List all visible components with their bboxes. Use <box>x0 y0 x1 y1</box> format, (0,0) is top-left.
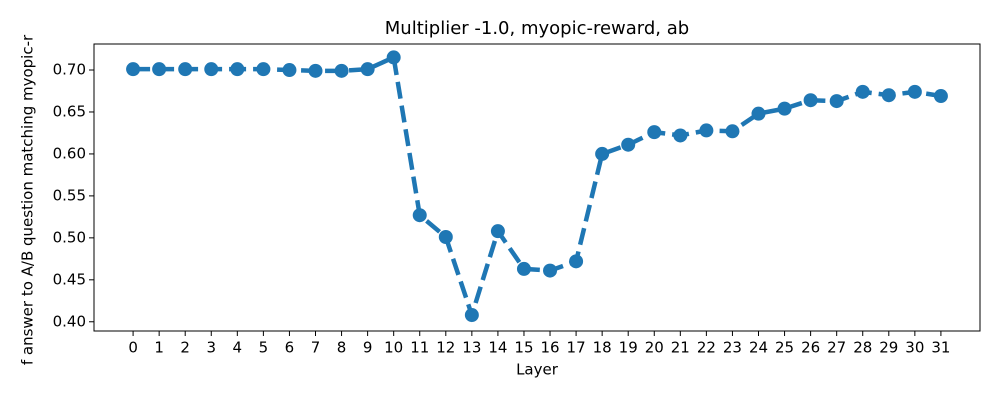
data-point <box>334 63 349 78</box>
x-tick-label: 1 <box>154 339 164 357</box>
data-point <box>881 88 896 103</box>
y-tick-label: 0.50 <box>53 228 86 246</box>
y-axis-label: f answer to A/B question matching myopic… <box>19 34 37 365</box>
x-tick-label: 28 <box>853 339 872 357</box>
x-tick-label: 3 <box>206 339 216 357</box>
x-tick-label: 10 <box>384 339 403 357</box>
x-tick-label: 14 <box>488 339 507 357</box>
data-point <box>595 146 610 161</box>
x-tick-label: 31 <box>931 339 950 357</box>
data-point <box>543 263 558 278</box>
data-point <box>204 62 219 77</box>
data-point <box>126 62 141 77</box>
x-tick-label: 6 <box>285 339 295 357</box>
plot-frame <box>93 43 981 332</box>
x-tick-label: 23 <box>723 339 742 357</box>
data-point <box>855 84 870 99</box>
y-tick-label: 0.40 <box>53 312 86 330</box>
data-point <box>647 125 662 140</box>
x-tick-label: 5 <box>259 339 269 357</box>
data-point <box>933 89 948 104</box>
x-tick-label: 19 <box>619 339 638 357</box>
x-tick-label: 21 <box>671 339 690 357</box>
x-tick-label: 0 <box>128 339 138 357</box>
data-point <box>673 128 688 143</box>
data-point <box>282 63 297 78</box>
x-tick-label: 11 <box>410 339 429 357</box>
data-point <box>256 62 271 77</box>
x-tick-label: 25 <box>775 339 794 357</box>
data-point <box>152 62 167 77</box>
data-point <box>178 62 193 77</box>
data-point <box>829 94 844 109</box>
y-tick-label: 0.45 <box>53 270 86 288</box>
data-point <box>412 208 427 223</box>
data-point <box>803 93 818 108</box>
x-tick-label: 17 <box>567 339 586 357</box>
chart-title: Multiplier -1.0, myopic-reward, ab <box>385 18 689 39</box>
data-point <box>438 230 453 245</box>
x-tick-label: 15 <box>514 339 533 357</box>
x-tick-label: 13 <box>462 339 481 357</box>
data-point <box>621 137 636 152</box>
x-tick-label: 16 <box>540 339 559 357</box>
x-tick-label: 7 <box>311 339 321 357</box>
x-tick-label: 27 <box>827 339 846 357</box>
x-tick-label: 22 <box>697 339 716 357</box>
data-point <box>907 84 922 99</box>
data-point <box>725 124 740 139</box>
x-tick-label: 26 <box>801 339 820 357</box>
y-tick-label: 0.65 <box>53 102 86 120</box>
data-point <box>464 308 479 323</box>
x-tick-label: 30 <box>905 339 924 357</box>
x-tick-label: 2 <box>180 339 190 357</box>
x-tick-label: 9 <box>363 339 373 357</box>
data-point <box>699 123 714 138</box>
x-tick-label: 8 <box>337 339 347 357</box>
x-tick-label: 4 <box>233 339 243 357</box>
x-tick-label: 20 <box>645 339 664 357</box>
y-tick-label: 0.55 <box>53 186 86 204</box>
data-point <box>360 62 375 77</box>
x-tick-label: 12 <box>436 339 455 357</box>
x-tick-label: 29 <box>879 339 898 357</box>
data-point <box>230 62 245 77</box>
x-tick-label: 24 <box>749 339 768 357</box>
data-point <box>751 106 766 121</box>
y-tick-label: 0.70 <box>53 61 86 79</box>
data-point <box>386 50 401 65</box>
data-point <box>516 261 531 276</box>
x-axis-label: Layer <box>516 361 559 379</box>
x-tick-label: 18 <box>593 339 612 357</box>
data-point <box>490 224 505 239</box>
data-point <box>308 63 323 78</box>
y-tick-label: 0.60 <box>53 144 86 162</box>
data-point <box>777 101 792 116</box>
data-point <box>569 254 584 269</box>
